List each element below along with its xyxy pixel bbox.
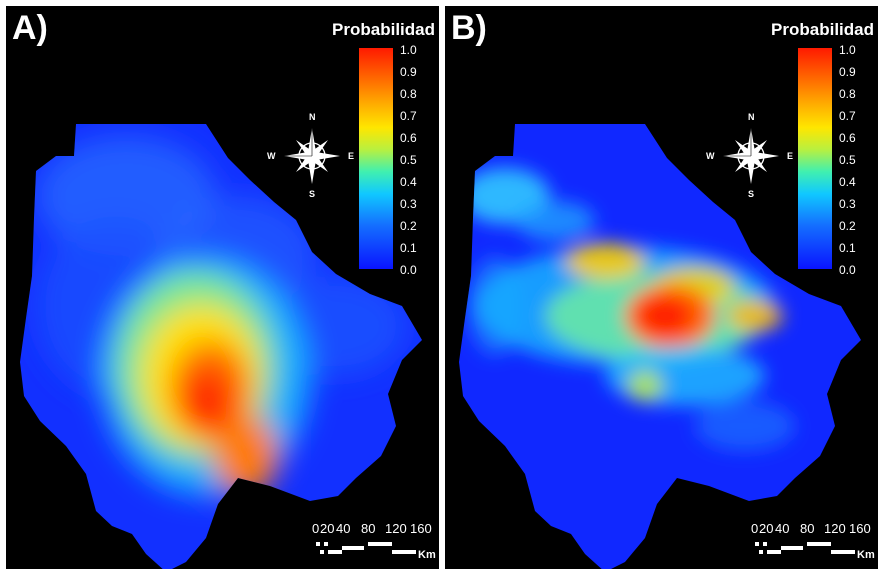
legend-tick: 0.5 [839, 153, 856, 167]
scale-label: 0 [312, 521, 320, 536]
legend-tick: 0.4 [839, 175, 856, 189]
scale-label: 40 [775, 521, 790, 536]
legend-tick: 0.3 [400, 197, 417, 211]
legend-tick: 1.0 [839, 43, 856, 57]
scale-label: 120 [824, 521, 846, 536]
compass-icon [723, 128, 779, 184]
scale-unit: Km [418, 549, 436, 561]
compass-east: E [348, 151, 355, 161]
scale-segment [781, 546, 803, 550]
legend-tick: 0.7 [839, 109, 856, 123]
scale-label: 20 [759, 521, 774, 536]
compass-rose: N S W E [706, 112, 794, 199]
compass-west: W [706, 151, 715, 161]
legend-tick: 0.4 [400, 175, 417, 189]
legend-tick: 0.2 [839, 219, 856, 233]
scale-label: 20 [320, 521, 335, 536]
legend-tick: 0.2 [400, 219, 417, 233]
legend-tick: 0.6 [839, 131, 856, 145]
compass-north: N [309, 112, 316, 122]
scale-label: 40 [336, 521, 351, 536]
compass-south: S [309, 189, 316, 199]
scale-segment [320, 550, 324, 554]
compass-east: E [787, 151, 794, 161]
scale-segment [324, 542, 328, 546]
scale-segment [316, 542, 320, 546]
scale-segment [831, 550, 855, 554]
compass-west: W [267, 151, 276, 161]
scale-label: 80 [800, 521, 815, 536]
panel-a: A) Probabilidad 1.0 0.9 0.8 0.7 0.6 0.5 … [6, 6, 439, 569]
legend-tick: 0.1 [400, 241, 417, 255]
legend-colorbar [359, 48, 393, 269]
legend-tick: 0.1 [839, 241, 856, 255]
scale-bar: 0 20 40 80 120 160 Km [745, 522, 875, 566]
scale-label: 160 [849, 521, 871, 536]
scale-bar: 0 20 40 80 120 160 Km [306, 522, 436, 566]
scale-unit: Km [857, 549, 875, 561]
legend-colorbar [798, 48, 832, 269]
panel-label: A) [12, 9, 48, 47]
legend-tick: 0.7 [400, 109, 417, 123]
scale-label: 80 [361, 521, 376, 536]
scale-segment [767, 550, 781, 554]
legend-tick: 0.9 [400, 65, 417, 79]
scale-label: 0 [751, 521, 759, 536]
legend-tick: 0.0 [400, 263, 417, 277]
compass-icon [284, 128, 340, 184]
legend-tick: 1.0 [400, 43, 417, 57]
legend-tick: 0.8 [839, 87, 856, 101]
legend-title: Probabilidad [771, 20, 874, 39]
scale-segment [755, 542, 759, 546]
legend-tick: 0.3 [839, 197, 856, 211]
scale-segment [392, 550, 416, 554]
compass-rose: N S W E [267, 112, 355, 199]
compass-south: S [748, 189, 755, 199]
legend-tick: 0.5 [400, 153, 417, 167]
scale-segment [807, 542, 831, 546]
scale-label: 120 [385, 521, 407, 536]
scale-segment [763, 542, 767, 546]
panel-b: B) Probabilidad 1.0 0.9 0.8 0.7 0.6 0.5 … [445, 6, 878, 569]
scale-segment [759, 550, 763, 554]
compass-north: N [748, 112, 755, 122]
scale-segment [368, 542, 392, 546]
scale-segment [328, 550, 342, 554]
legend-title: Probabilidad [332, 20, 435, 39]
scale-segment [342, 546, 364, 550]
legend-tick: 0.8 [400, 87, 417, 101]
panel-label: B) [451, 9, 487, 47]
probability-map-a [20, 124, 422, 569]
legend-tick: 0.9 [839, 65, 856, 79]
legend-tick: 0.0 [839, 263, 856, 277]
legend-tick: 0.6 [400, 131, 417, 145]
probability-map-b [459, 124, 861, 569]
scale-label: 160 [410, 521, 432, 536]
